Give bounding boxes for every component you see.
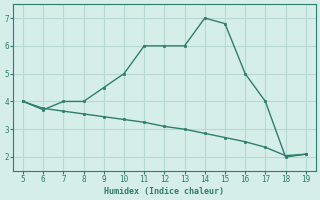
X-axis label: Humidex (Indice chaleur): Humidex (Indice chaleur): [104, 187, 224, 196]
